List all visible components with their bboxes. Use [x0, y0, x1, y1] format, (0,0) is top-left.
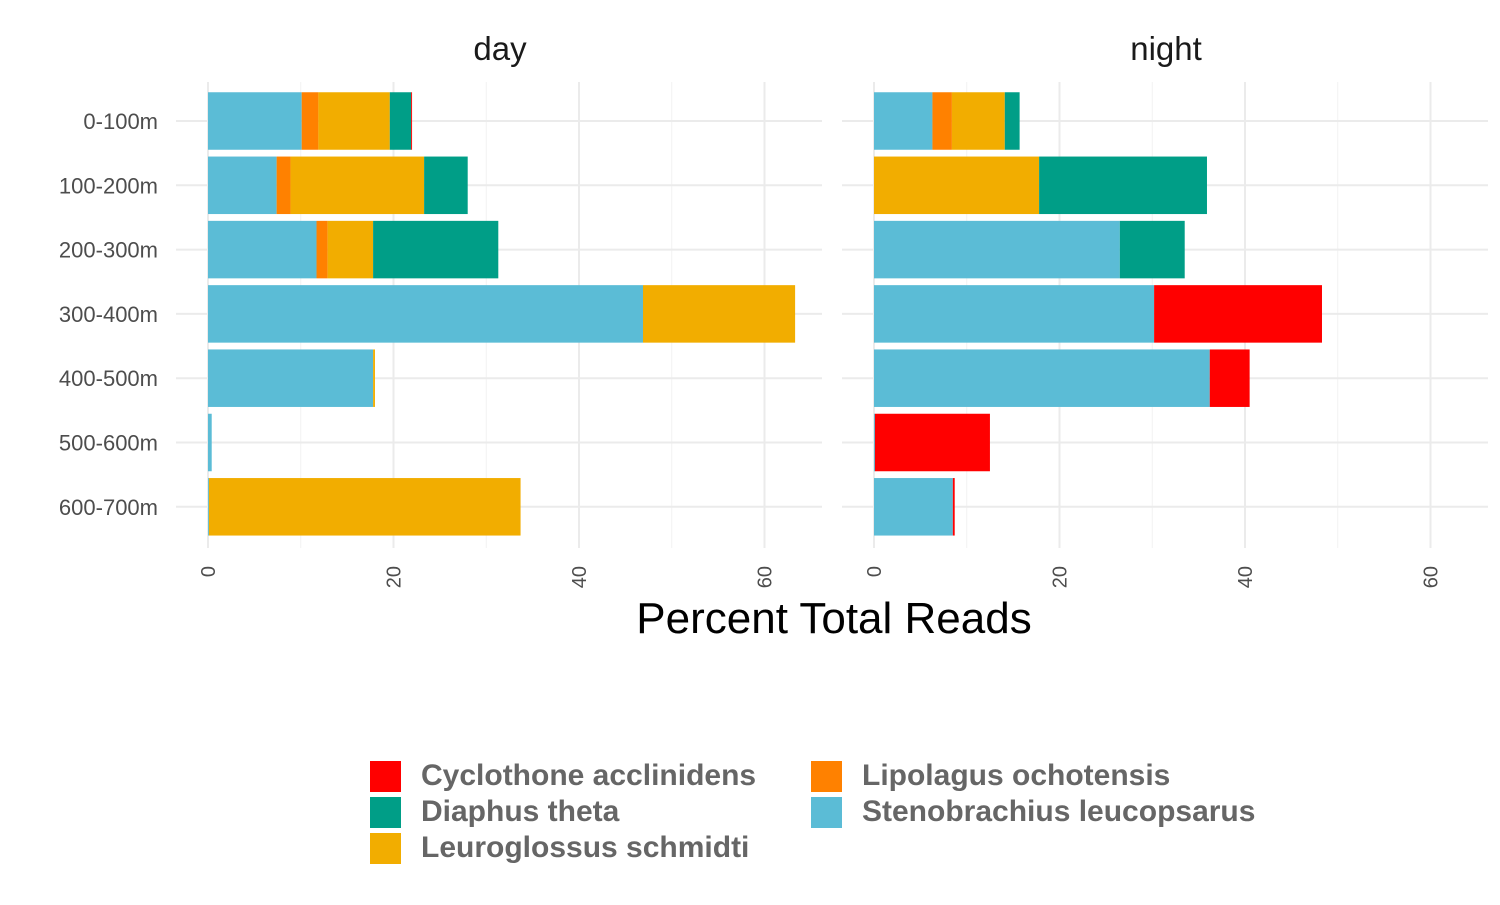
x-tick-label-night-60: 60 [1421, 566, 1443, 588]
legend-swatch [811, 760, 842, 792]
y-tick-label-400-500m: 400-500m [59, 366, 158, 391]
y-tick-label-500-600m: 500-600m [59, 431, 158, 456]
bar-night-200-300m-diaphus-theta [1119, 220, 1185, 279]
bar-night-600-700m-cyclothone-acclinidens [952, 478, 955, 536]
y-tick-label-300-400m: 300-400m [59, 302, 158, 327]
bar-day-100-200m-stenobrachius-leucopsarus [208, 156, 277, 215]
bar-day-400-500m-stenobrachius-leucopsarus [208, 349, 374, 407]
x-tick-label-night-0: 0 [864, 566, 886, 577]
bar-night-0-100m-diaphus-theta [1004, 92, 1020, 150]
bar-day-100-200m-diaphus-theta [424, 156, 468, 215]
x-tick-label-day-40: 40 [569, 566, 591, 588]
bar-night-600-700m-stenobrachius-leucopsarus [874, 478, 953, 536]
bar-night-300-400m-cyclothone-acclinidens [1154, 285, 1322, 343]
bar-day-200-300m-stenobrachius-leucopsarus [208, 220, 317, 279]
bar-night-100-200m-diaphus-theta [1039, 156, 1207, 215]
bar-day-200-300m-lipolagus-ochotensis [316, 220, 328, 279]
bar-day-400-500m-leuroglossus-schmidti [373, 349, 375, 407]
legend-swatch [370, 832, 401, 864]
legend-item-lipolagus-ochotensis: Lipolagus ochotensis [811, 759, 1171, 792]
x-tick-label-day-0: 0 [198, 566, 220, 577]
bar-day-0-100m-stenobrachius-leucopsarus [208, 92, 302, 150]
bar-day-300-400m-stenobrachius-leucopsarus [208, 285, 643, 343]
bar-day-100-200m-leuroglossus-schmidti [290, 156, 425, 215]
legend-label: Cyclothone acclinidens [421, 759, 757, 792]
x-tick-label-night-40: 40 [1235, 566, 1257, 588]
x-tick-label-day-60: 60 [755, 566, 777, 588]
panel-title-night: night [1130, 30, 1202, 67]
bar-night-100-200m-leuroglossus-schmidti [874, 156, 1040, 215]
bar-night-500-600m-stenobrachius-leucopsarus [874, 413, 875, 472]
bar-night-0-100m-leuroglossus-schmidti [951, 92, 1005, 150]
y-tick-label-0-100m: 0-100m [83, 109, 158, 134]
bar-day-600-700m-leuroglossus-schmidti [208, 478, 521, 536]
bar-day-0-100m-cyclothone-acclinidens [411, 92, 413, 150]
x-tick-label-day-20: 20 [384, 566, 406, 588]
bar-day-0-100m-lipolagus-ochotensis [301, 92, 319, 150]
x-tick-label-night-20: 20 [1050, 566, 1072, 588]
bar-night-0-100m-lipolagus-ochotensis [932, 92, 952, 150]
legend-label: Stenobrachius leucopsarus [862, 795, 1256, 828]
bar-night-200-300m-stenobrachius-leucopsarus [874, 220, 1120, 279]
legend-swatch [811, 796, 842, 828]
legend-label: Lipolagus ochotensis [862, 759, 1171, 792]
legend-swatch [370, 796, 401, 828]
bar-night-400-500m-stenobrachius-leucopsarus [874, 349, 1210, 407]
y-tick-label-200-300m: 200-300m [59, 238, 158, 263]
bar-day-300-400m-leuroglossus-schmidti [643, 285, 796, 343]
legend-label: Leuroglossus schmidti [421, 831, 750, 864]
legend-item-cyclothone-acclinidens: Cyclothone acclinidens [370, 759, 757, 792]
bar-day-600-700m-stenobrachius-leucopsarus [208, 478, 209, 536]
legend: Cyclothone acclinidens Diaphus theta Leu… [370, 759, 1370, 870]
y-tick-label-600-700m: 600-700m [59, 495, 158, 520]
y-tick-label-100-200m: 100-200m [59, 173, 158, 198]
bar-day-500-600m-stenobrachius-leucopsarus [208, 413, 212, 472]
legend-label: Diaphus theta [421, 795, 620, 828]
bar-day-100-200m-lipolagus-ochotensis [276, 156, 291, 215]
bar-day-0-100m-diaphus-theta [389, 92, 412, 150]
bar-day-200-300m-leuroglossus-schmidti [327, 220, 374, 279]
legend-item-leuroglossus-schmidti: Leuroglossus schmidti [370, 831, 750, 864]
panel-title-day: day [473, 30, 527, 67]
bar-night-400-500m-cyclothone-acclinidens [1209, 349, 1250, 407]
legend-item-diaphus-theta: Diaphus theta [370, 795, 620, 828]
bar-day-200-300m-diaphus-theta [373, 220, 499, 279]
bar-day-0-100m-leuroglossus-schmidti [318, 92, 390, 150]
x-axis-label: Percent Total Reads [636, 594, 1031, 643]
bar-night-300-400m-stenobrachius-leucopsarus [874, 285, 1155, 343]
legend-item-stenobrachius-leucopsarus: Stenobrachius leucopsarus [811, 795, 1256, 828]
bar-night-500-600m-cyclothone-acclinidens [874, 413, 990, 472]
bar-night-0-100m-stenobrachius-leucopsarus [874, 92, 933, 150]
legend-swatch [370, 760, 401, 792]
